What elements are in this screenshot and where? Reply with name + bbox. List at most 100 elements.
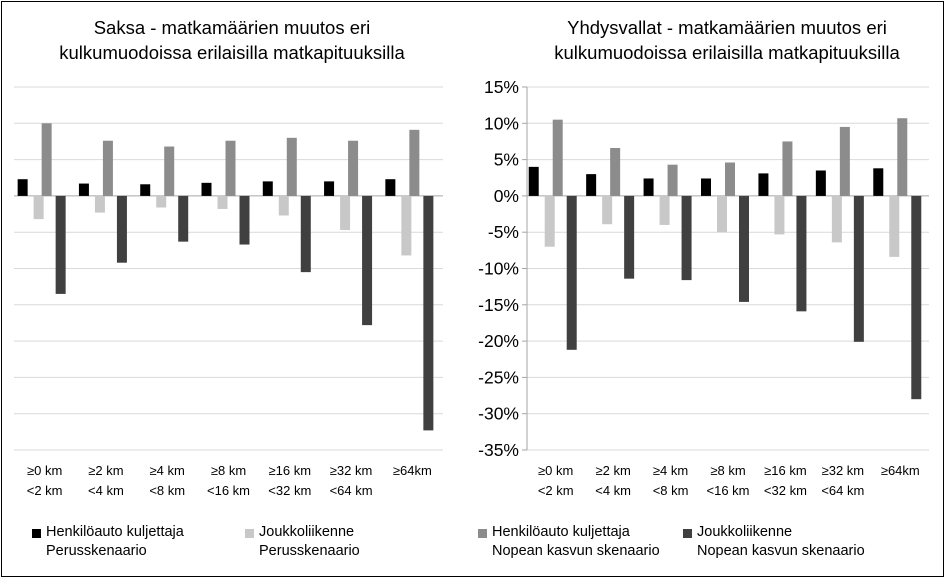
bar-series3-cat7 xyxy=(409,129,420,196)
bar-series2-cat2 xyxy=(94,195,105,213)
bar-series2-cat2 xyxy=(602,195,613,225)
category-label: <8 km xyxy=(149,483,185,498)
y-tick-label: 5% xyxy=(494,150,519,170)
category-label: ≥4 km xyxy=(150,463,185,478)
category-label: ≥0 km xyxy=(27,463,62,478)
y-tick-label: -15% xyxy=(478,295,519,315)
bar-series4-cat4 xyxy=(739,195,749,302)
bar-series4-cat3 xyxy=(681,195,692,281)
category-label: ≥4 km xyxy=(653,463,688,478)
bar-series3-cat6 xyxy=(839,126,850,196)
bar-series1-cat6 xyxy=(324,181,335,196)
category-label: <4 km xyxy=(595,483,631,498)
category-label: <32 km xyxy=(268,483,311,498)
legend-swatch xyxy=(478,529,487,538)
category-label: <2 km xyxy=(27,483,63,498)
bar-series3-cat3 xyxy=(164,146,175,196)
bar-series2-cat1 xyxy=(33,195,44,220)
chart-title-line: kulkumuodoissa erilaisilla matkapituuksi… xyxy=(59,42,405,63)
bar-series1-cat5 xyxy=(758,173,769,196)
bar-series2-cat7 xyxy=(889,195,900,257)
bar-series3-cat3 xyxy=(667,164,678,196)
bar-series1-cat3 xyxy=(140,184,151,196)
bar-series2-cat7 xyxy=(401,195,412,256)
y-tick-label: -25% xyxy=(478,367,519,387)
legend-label-line1: Henkilöauto kuljettaja xyxy=(46,524,184,540)
category-label: ≥2 km xyxy=(88,463,123,478)
bar-series4-cat3 xyxy=(178,195,189,242)
bar-series2-cat1 xyxy=(544,195,555,247)
legend-swatch xyxy=(683,529,692,538)
bar-series1-cat2 xyxy=(78,183,89,196)
category-label: ≥64km xyxy=(393,463,432,478)
category-label: ≥16 km xyxy=(764,463,807,478)
bar-series1-cat7 xyxy=(873,168,884,196)
category-label: <4 km xyxy=(88,483,124,498)
legend-label-line1: Henkilöauto kuljettaja xyxy=(492,524,630,540)
chart-title-line: Saksa - matkamäärien muutos eri xyxy=(94,17,371,38)
bar-series3-cat4 xyxy=(225,140,236,196)
category-label: <16 km xyxy=(707,483,750,498)
bar-series3-cat2 xyxy=(610,147,621,196)
bar-series2-cat3 xyxy=(156,195,167,208)
bar-series3-cat4 xyxy=(725,162,735,196)
bar-series1-cat1 xyxy=(17,179,28,196)
bar-series2-cat5 xyxy=(774,195,785,235)
y-tick-label: -5% xyxy=(488,222,519,242)
y-tick-label: 15% xyxy=(484,77,519,97)
category-label: ≥8 km xyxy=(710,463,745,478)
category-label: ≥8 km xyxy=(211,463,246,478)
category-label: <64 km xyxy=(821,483,864,498)
bar-series4-cat4 xyxy=(239,195,250,245)
bar-series4-cat1 xyxy=(55,195,66,294)
y-tick-label: -20% xyxy=(478,331,519,351)
category-label: <8 km xyxy=(653,483,689,498)
legend-label: Joukkoliikenne Perusskenaario xyxy=(259,523,360,561)
bar-series1-cat7 xyxy=(385,179,396,196)
category-label: <32 km xyxy=(764,483,807,498)
legend-label: Henkilöauto kuljettaja Perusskenaario xyxy=(46,523,184,561)
bar-series3-cat1 xyxy=(41,123,52,196)
bar-series2-cat6 xyxy=(340,195,351,231)
bar-series2-cat5 xyxy=(278,195,289,216)
category-label: <2 km xyxy=(538,483,574,498)
bar-series4-cat5 xyxy=(796,195,807,312)
bar-series3-cat7 xyxy=(897,118,908,196)
bar-series1-cat4 xyxy=(201,182,212,196)
legend-label-line2: Nopean kasvun skenaario xyxy=(492,543,660,559)
bar-series2-cat3 xyxy=(659,195,670,225)
bar-series4-cat2 xyxy=(116,195,127,263)
legend-label-line1: Joukkoliikenne xyxy=(259,524,355,540)
legend-swatch xyxy=(32,529,41,538)
bar-series3-cat2 xyxy=(102,140,113,196)
bar-series1-cat1 xyxy=(528,166,539,196)
category-label: ≥32 km xyxy=(330,463,373,478)
category-label: ≥0 km xyxy=(538,463,573,478)
bar-series2-cat4 xyxy=(717,195,727,233)
bar-series1-cat2 xyxy=(586,174,597,196)
y-tick-label: 0% xyxy=(494,186,519,206)
legend-label: Henkilöauto kuljettaja Nopean kasvun sken… xyxy=(492,523,660,561)
legend-label-line2: Nopean kasvun skenaario xyxy=(697,543,865,559)
bar-series3-cat5 xyxy=(286,137,297,196)
legend-label: Joukkoliikenne Nopean kasvun skenaario xyxy=(697,523,865,561)
bar-series4-cat7 xyxy=(911,195,922,400)
y-tick-label: 10% xyxy=(484,113,519,133)
bar-series1-cat6 xyxy=(815,170,826,196)
legend-label-line2: Perusskenaario xyxy=(259,543,360,559)
bar-series2-cat4 xyxy=(217,195,228,209)
bar-series4-cat7 xyxy=(423,195,434,431)
legend-swatch xyxy=(245,529,254,538)
y-tick-label: -10% xyxy=(478,259,519,279)
bar-series4-cat6 xyxy=(362,195,373,326)
y-tick-label: -35% xyxy=(478,440,519,460)
bar-series4-cat1 xyxy=(566,195,577,350)
bar-series4-cat5 xyxy=(300,195,311,273)
bar-series1-cat3 xyxy=(643,178,654,196)
bar-series4-cat6 xyxy=(853,195,864,342)
category-label: <16 km xyxy=(207,483,250,498)
y-tick-label: -30% xyxy=(478,404,519,424)
category-label: <64 km xyxy=(330,483,373,498)
